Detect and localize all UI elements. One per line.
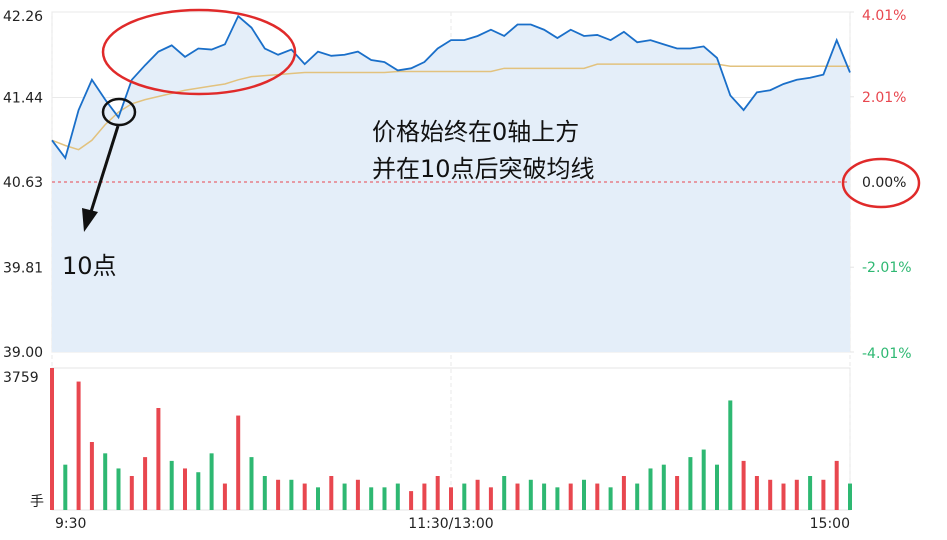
volume-bar (129, 476, 134, 510)
volume-bar (302, 483, 307, 510)
volume-bar (262, 476, 267, 510)
volume-bar (50, 368, 54, 510)
volume-bar (821, 479, 826, 510)
price-area (52, 16, 850, 352)
volume-bar (754, 476, 759, 510)
y-tick-label: 39.81 (3, 261, 43, 277)
volume-bar (63, 464, 68, 510)
annotation: 10点 (62, 252, 117, 280)
volume-bar (555, 487, 560, 510)
volume-bar (582, 479, 586, 510)
y-tick-label: 42.26 (3, 9, 43, 25)
volume-bar (329, 476, 334, 510)
volume-bar (661, 464, 666, 510)
volume-bar (515, 483, 520, 510)
x-tick-label: 11:30/13:00 (408, 516, 493, 532)
y2-tick-label: 2.01% (862, 90, 906, 106)
volume-bar (834, 460, 839, 510)
volume-bar (236, 415, 241, 510)
arrow (88, 125, 120, 216)
y2-tick-label: 0.00% (862, 175, 906, 191)
y2-tick-label: -4.01% (862, 346, 912, 362)
volume-bar (621, 476, 626, 510)
volume-bar (435, 476, 440, 510)
x-tick-label: 15:00 (810, 516, 850, 532)
volume-tick-label: 3759 (3, 370, 39, 386)
annotation: 并在10点后突破均线 (372, 155, 595, 183)
volume-bar (276, 479, 281, 510)
volume-bar (89, 442, 94, 510)
volume-bar (409, 491, 414, 510)
volume-bar (183, 468, 187, 510)
volume-bar (794, 479, 799, 510)
volume-bar (728, 400, 733, 510)
volume-bar (595, 483, 600, 510)
volume-bar (209, 453, 214, 510)
volume-bar (808, 476, 813, 510)
volume-bar (156, 408, 161, 510)
highlight-ellipse (841, 157, 921, 209)
annotation: 价格始终在0轴上方 (372, 118, 579, 146)
volume-bar (568, 483, 573, 510)
volume-bar (648, 468, 653, 510)
volume-bar (715, 464, 719, 510)
volume-bar (422, 483, 427, 510)
highlight-ellipse (101, 97, 137, 127)
highlight-ellipse (101, 8, 297, 96)
volume-unit: 手 (30, 494, 44, 510)
volume-bar (196, 472, 201, 510)
y2-tick-label: 4.01% (862, 8, 906, 24)
volume-bar (848, 483, 852, 510)
volume-bar (528, 479, 533, 510)
volume-bar (169, 460, 174, 510)
arrow-head (82, 208, 98, 232)
volume-bar (701, 449, 706, 510)
volume-bar (675, 476, 680, 510)
volume-bar (316, 487, 320, 510)
volume-bar (475, 479, 480, 510)
y-tick-label: 41.44 (3, 91, 43, 107)
volume-bar (542, 483, 547, 510)
volume-bar (289, 479, 294, 510)
volume-bar (688, 457, 693, 510)
volume-bar (355, 479, 360, 510)
volume-bar (462, 483, 467, 510)
volume-bar (488, 487, 493, 510)
x-tick-label: 9:30 (55, 516, 86, 532)
volume-bar (781, 483, 786, 510)
volume-bar (395, 483, 400, 510)
volume-bar (768, 479, 773, 510)
volume-bar (103, 453, 108, 510)
volume-bar (741, 460, 746, 510)
volume-bar (369, 487, 374, 510)
volume-bar (608, 487, 613, 510)
volume-bar (635, 483, 640, 510)
volume-bar (116, 468, 121, 510)
volume-bar (502, 476, 507, 510)
y-tick-label: 39.00 (3, 345, 43, 361)
y-tick-label: 40.63 (3, 175, 43, 191)
price-line (51, 63, 850, 151)
volume-bar (143, 457, 148, 510)
price-line (51, 14, 851, 161)
volume-bar (449, 487, 453, 510)
y2-tick-label: -2.01% (862, 260, 912, 276)
volume-bar (76, 381, 81, 510)
volume-bar (382, 487, 387, 510)
plot: 9:30 11:30/13:00 15:00 42.26 41.44 40.63 39.81… (3, 8, 912, 532)
volume-bar (342, 483, 347, 510)
volume-bar (222, 483, 227, 510)
volume-bar (249, 457, 254, 510)
